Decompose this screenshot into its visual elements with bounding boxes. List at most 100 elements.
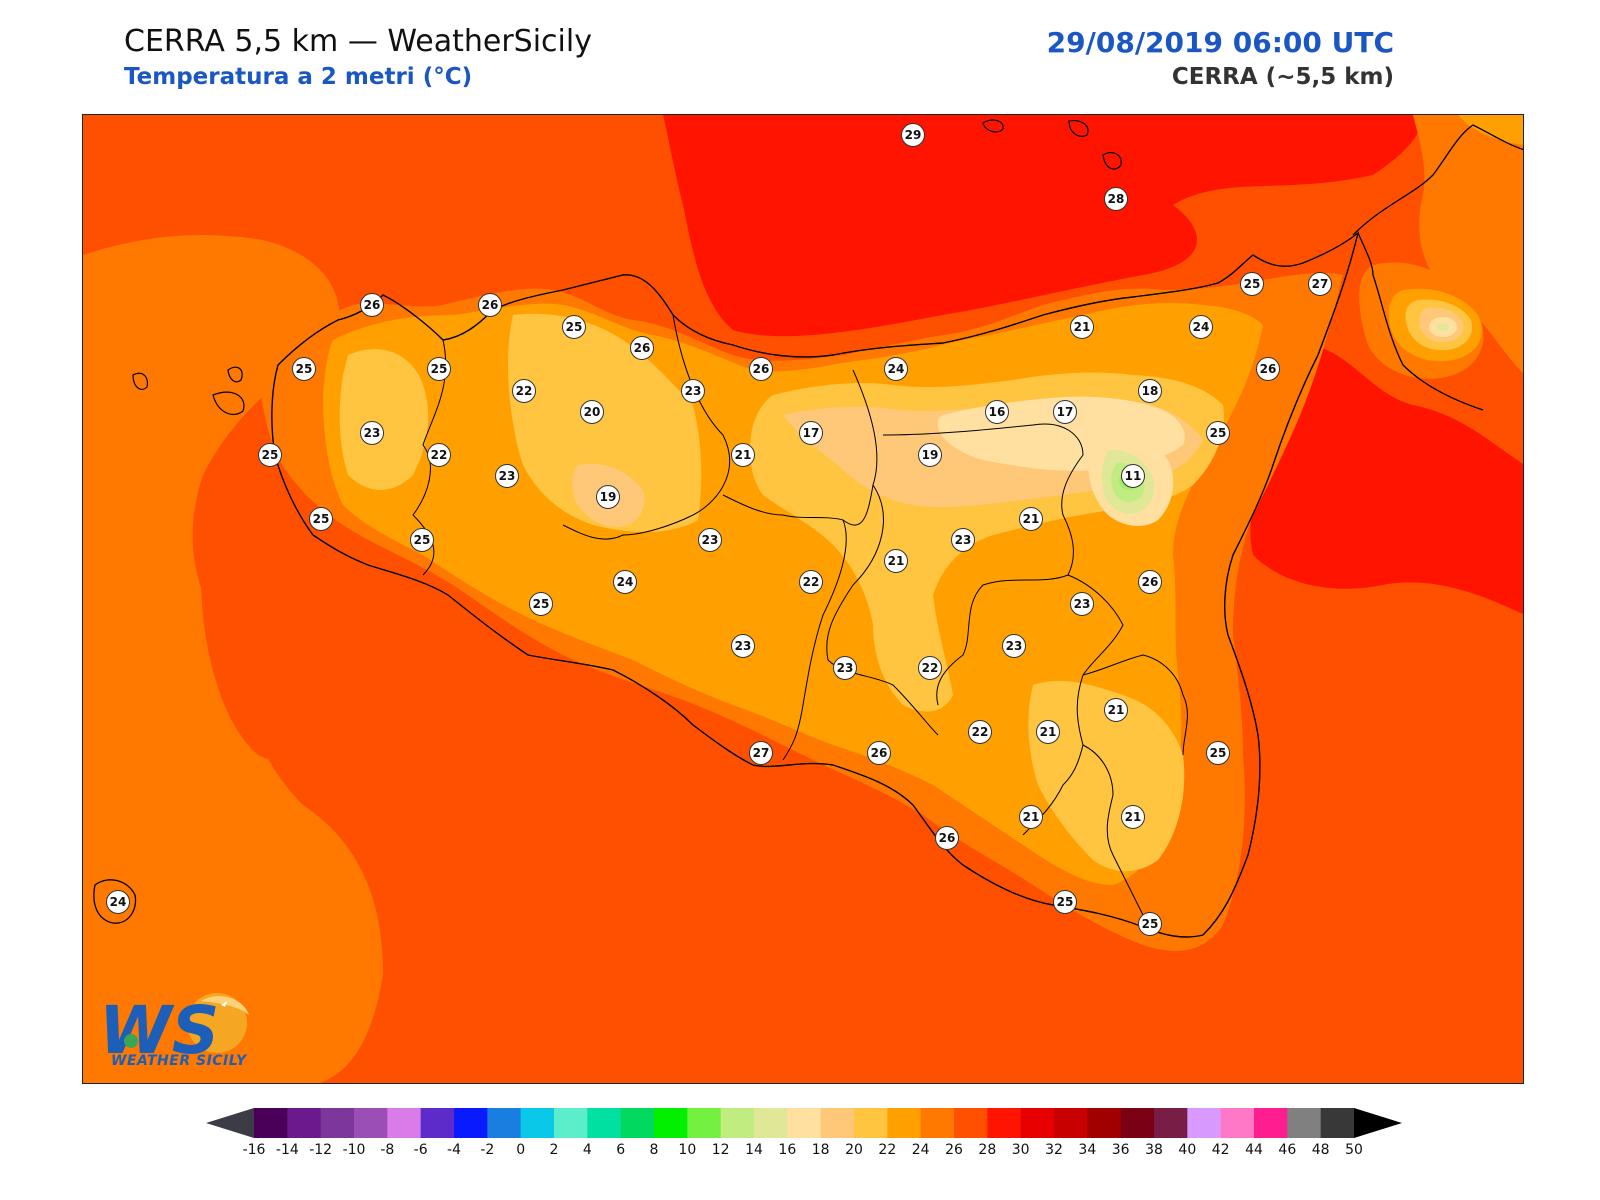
station-marker[interactable]: 25 [258,443,282,467]
colorbar-over-arrow [1354,1108,1402,1138]
colorbar-tick-label: -2 [480,1142,495,1158]
colorbar-tick-label: 36 [1111,1142,1130,1158]
colorbar-segment [387,1108,422,1138]
station-marker[interactable]: 27 [1308,272,1332,296]
colorbar-segment [787,1108,822,1138]
station-marker[interactable]: 26 [630,336,654,360]
colorbar-under-arrow [206,1108,254,1138]
station-marker[interactable]: 21 [1104,698,1128,722]
station-marker[interactable]: 18 [1138,379,1162,403]
station-marker[interactable]: 23 [360,421,384,445]
temperature-field [83,115,1523,1083]
station-marker[interactable]: 19 [918,443,942,467]
station-marker[interactable]: 22 [918,656,942,680]
station-marker[interactable]: 25 [1053,890,1077,914]
station-marker[interactable]: 25 [292,357,316,381]
station-marker[interactable]: 25 [1206,741,1230,765]
station-marker[interactable]: 28 [1104,187,1128,211]
station-marker[interactable]: 23 [698,528,722,552]
station-marker[interactable]: 29 [901,123,925,147]
map-subtitle: Temperatura a 2 metri (°C) [124,64,473,90]
station-marker[interactable]: 19 [596,485,620,509]
weathersicily-logo: WS [99,992,249,1069]
colorbar-segment [320,1108,355,1138]
colorbar-segment [354,1108,388,1138]
station-marker[interactable]: 24 [106,890,130,914]
station-marker[interactable]: 17 [1053,400,1077,424]
logo-wordmark: WEATHER SICILY [111,1053,247,1069]
station-marker[interactable]: 11 [1121,464,1145,488]
station-marker[interactable]: 26 [867,741,891,765]
station-marker[interactable]: 25 [410,528,434,552]
colorbar-segment [920,1108,955,1138]
station-marker[interactable]: 24 [884,357,908,381]
colorbar-segment [1220,1108,1255,1138]
station-marker[interactable]: 23 [833,656,857,680]
colorbar-tick-label: -14 [275,1142,299,1158]
colorbar-segment [620,1108,655,1138]
station-marker[interactable]: 26 [935,826,959,850]
station-marker[interactable]: 27 [749,741,773,765]
station-marker[interactable]: 21 [1070,315,1094,339]
station-marker[interactable]: 22 [799,570,823,594]
station-marker[interactable]: 25 [427,357,451,381]
colorbar-segment [1020,1108,1055,1138]
station-marker[interactable]: 26 [749,357,773,381]
station-marker[interactable]: 23 [1070,592,1094,616]
temperature-map[interactable]: 29 28 26 26 25 26 25 25 22 20 23 26 24 2… [82,114,1524,1084]
station-marker[interactable]: 23 [495,464,519,488]
colorbar-segment [1054,1108,1088,1138]
station-marker[interactable]: 21 [1121,805,1145,829]
colorbar-segment [654,1108,688,1138]
station-marker[interactable]: 21 [1019,507,1043,531]
station-marker[interactable]: 25 [1138,912,1162,936]
colorbar-tick-label: 20 [845,1142,863,1158]
station-marker[interactable]: 21 [1036,720,1060,744]
station-marker[interactable]: 21 [731,443,755,467]
station-marker[interactable]: 17 [799,421,823,445]
station-marker[interactable]: 26 [478,293,502,317]
colorbar-tick-label: 0 [516,1142,526,1158]
colorbar-tick-label: 14 [745,1142,763,1158]
colorbar-tick-label: 24 [911,1142,930,1158]
colorbar-tick-label: 18 [811,1142,830,1158]
colorbar-segment [587,1108,622,1138]
colorbar-segment [1120,1108,1155,1138]
colorbar-segment [1287,1108,1322,1138]
station-marker[interactable]: 22 [512,379,536,403]
station-marker[interactable]: 23 [681,379,705,403]
station-marker[interactable]: 22 [427,443,451,467]
station-marker[interactable]: 26 [1256,357,1280,381]
colorbar-segment [1187,1108,1222,1138]
colorbar-tick-label: 40 [1178,1142,1197,1158]
station-marker[interactable]: 23 [731,634,755,658]
colorbar-segment [454,1108,488,1138]
colorbar-segment [287,1108,322,1138]
station-marker[interactable]: 24 [613,570,637,594]
station-marker[interactable]: 21 [884,549,908,573]
station-marker[interactable]: 26 [360,293,384,317]
station-marker[interactable]: 16 [985,400,1009,424]
station-marker[interactable]: 25 [1206,421,1230,445]
colorbar-segment [887,1108,922,1138]
station-marker[interactable]: 23 [1002,634,1026,658]
colorbar [206,1108,1402,1138]
station-marker[interactable]: 25 [529,592,553,616]
station-marker[interactable]: 23 [951,528,975,552]
colorbar-segment [820,1108,855,1138]
station-marker[interactable]: 20 [580,400,604,424]
station-marker[interactable]: 25 [562,315,586,339]
colorbar-tick-label: 16 [778,1142,797,1158]
colorbar-segment [754,1108,788,1138]
colorbar-segment [254,1108,288,1138]
station-marker[interactable]: 26 [1138,570,1162,594]
station-marker[interactable]: 25 [309,507,333,531]
colorbar-segment [520,1108,555,1138]
station-marker[interactable]: 22 [968,720,992,744]
colorbar-segment [720,1108,755,1138]
station-marker[interactable]: 21 [1019,805,1043,829]
colorbar-tick-label: 26 [945,1142,963,1158]
station-marker[interactable]: 25 [1240,272,1264,296]
station-marker[interactable]: 24 [1189,315,1213,339]
colorbar-tick-label: -4 [447,1142,461,1158]
